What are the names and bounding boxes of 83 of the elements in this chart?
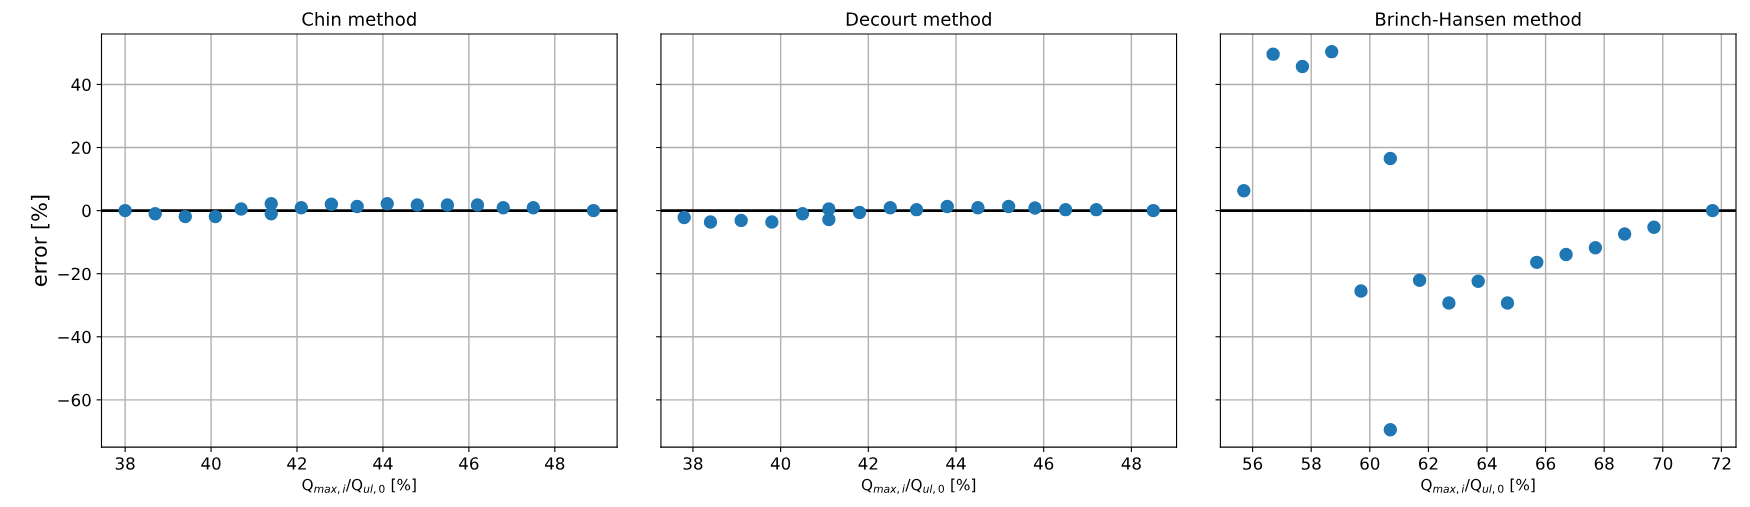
point xyxy=(1412,273,1427,288)
x-tick-label: 64 xyxy=(1477,457,1497,470)
point xyxy=(234,202,248,216)
y-tick-label: −60 xyxy=(58,393,91,407)
y-tick-label: 20 xyxy=(71,141,91,155)
x-tick-label: 62 xyxy=(1418,457,1438,470)
point xyxy=(294,201,309,215)
point xyxy=(883,201,897,215)
x-tick-label: 60 xyxy=(1360,457,1380,470)
y-tick-label: −20 xyxy=(58,267,91,281)
point xyxy=(1146,203,1161,218)
point xyxy=(470,198,485,212)
x-tick-label: 56 xyxy=(1243,457,1263,470)
x-tick-label: 58 xyxy=(1301,457,1321,470)
x-tick-label: 42 xyxy=(287,457,306,470)
point xyxy=(264,207,278,221)
point xyxy=(1354,284,1368,298)
point xyxy=(1559,247,1573,262)
point xyxy=(909,202,924,217)
x-tick-label: 38 xyxy=(683,457,703,470)
point xyxy=(1383,151,1398,166)
y-tick-label: −40 xyxy=(58,330,91,344)
point xyxy=(526,201,541,215)
point xyxy=(1058,202,1073,217)
y-tick-label: 0 xyxy=(82,204,91,218)
point xyxy=(1442,296,1456,310)
point xyxy=(852,205,867,220)
point xyxy=(1471,274,1485,288)
chart-title: Brinch-Hansen method xyxy=(1376,11,1581,26)
point xyxy=(1500,296,1515,310)
point xyxy=(586,203,601,218)
point xyxy=(1001,199,1016,214)
point xyxy=(1647,220,1661,235)
point xyxy=(1588,241,1603,255)
point xyxy=(795,207,810,221)
point xyxy=(380,196,394,211)
x-tick-label: 38 xyxy=(115,457,135,470)
point xyxy=(410,198,425,212)
point xyxy=(148,207,162,221)
point xyxy=(1237,184,1251,198)
point xyxy=(1383,423,1398,437)
point xyxy=(1325,44,1339,59)
x-tick-label: 42 xyxy=(858,457,878,470)
point xyxy=(1295,59,1310,74)
x-tick-label: 48 xyxy=(1121,457,1141,470)
x-axis-title: Q$_{max,i}$/Q$_{ul,0}$ [%] xyxy=(861,478,976,494)
point xyxy=(940,199,954,214)
point xyxy=(496,201,510,215)
x-tick-label: 48 xyxy=(545,457,565,470)
point xyxy=(208,209,223,224)
point xyxy=(440,198,455,212)
chart-title: Chin method xyxy=(302,11,416,26)
x-tick-label: 40 xyxy=(201,457,221,470)
point xyxy=(1617,227,1632,241)
point xyxy=(734,213,748,228)
point xyxy=(765,215,779,229)
point xyxy=(1089,202,1104,217)
point xyxy=(350,199,364,214)
x-axis-title: Q$_{max,i}$/Q$_{ul,0}$ [%] xyxy=(1421,478,1535,494)
point xyxy=(178,209,192,224)
point xyxy=(971,201,985,215)
x-tick-label: 70 xyxy=(1653,457,1673,470)
point xyxy=(1266,47,1280,61)
x-tick-label: 46 xyxy=(459,457,479,470)
point xyxy=(822,212,836,227)
point xyxy=(1530,255,1544,270)
y-axis-title: error [%] xyxy=(30,195,50,286)
point xyxy=(324,197,339,212)
x-tick-label: 40 xyxy=(770,457,791,470)
point xyxy=(1028,201,1042,215)
y-tick-label: 40 xyxy=(71,78,91,92)
point xyxy=(118,203,132,218)
x-tick-label: 44 xyxy=(373,457,393,470)
x-tick-label: 72 xyxy=(1712,457,1731,470)
point xyxy=(677,210,691,225)
x-tick-label: 68 xyxy=(1594,457,1614,470)
x-tick-label: 46 xyxy=(1033,457,1054,470)
chart-title: Decourt method xyxy=(846,11,991,26)
point xyxy=(703,215,718,229)
x-tick-label: 66 xyxy=(1536,457,1556,470)
point xyxy=(1705,203,1720,218)
x-axis-title: Q$_{max,i}$/Q$_{ul,0}$ [%] xyxy=(302,478,416,494)
x-tick-label: 44 xyxy=(946,457,966,470)
